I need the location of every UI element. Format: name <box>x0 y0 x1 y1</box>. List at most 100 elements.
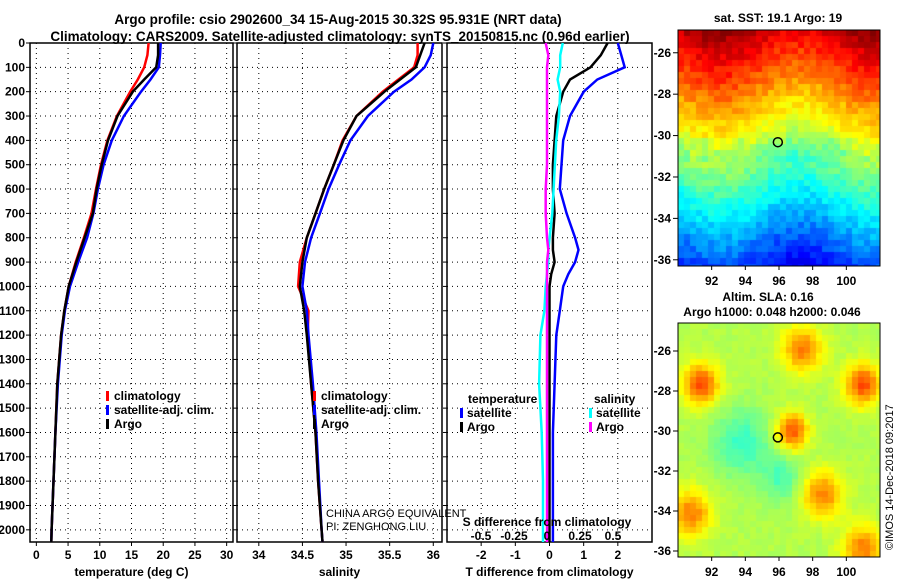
map-y-tick-label: -34 <box>654 211 672 225</box>
argo-location-marker <box>772 136 784 148</box>
x-tick-label: 35.5 <box>378 548 402 562</box>
series-line-temperature-argo <box>548 42 609 542</box>
y-tick-label: 1900 <box>0 498 25 512</box>
y-tick-label: 1200 <box>0 328 25 342</box>
map-y-tick-label: -26 <box>654 46 672 60</box>
y-tick-label: 1400 <box>0 377 25 391</box>
legend-swatch <box>460 408 463 418</box>
series-line-satellite-adj-clim- <box>301 42 435 543</box>
s-tick-label: 0 <box>544 529 551 543</box>
legend-swatch <box>106 405 109 415</box>
map-x-tick-label: 100 <box>836 565 856 579</box>
y-tick-label: 900 <box>5 255 25 269</box>
series-line-argo <box>298 42 426 543</box>
x-tick-label: 2 <box>614 548 621 562</box>
map2-subtitle: Argo h1000: 0.048 h2000: 0.046 <box>683 305 861 319</box>
argo-location-marker <box>772 432 784 443</box>
y-tick-label: 300 <box>5 109 25 123</box>
legend-swatch <box>106 419 109 429</box>
map-x-tick-label: 92 <box>705 274 719 288</box>
x-tick-label: -1 <box>510 548 521 562</box>
y-tick-label: 1300 <box>0 352 25 366</box>
map-x-tick-label: 98 <box>806 565 820 579</box>
map-frame <box>677 29 881 267</box>
series-line-salinity-satellite <box>537 42 565 542</box>
map-y-tick-label: -30 <box>654 424 672 438</box>
map2-title: Altim. SLA: 0.16 <box>722 290 814 304</box>
map-x-tick-label: 92 <box>705 565 719 579</box>
legend-label: Argo <box>596 420 624 434</box>
map-y-tick-label: -36 <box>654 544 672 558</box>
map-y-tick-label: -30 <box>654 129 672 143</box>
watermark-line-1: CHINA ARGO EQUIVALENT <box>326 508 467 520</box>
s-tick-label: -0.25 <box>500 529 528 543</box>
y-tick-label: 2000 <box>0 523 25 537</box>
map-y-tick-label: -26 <box>654 344 672 358</box>
x-tick-label: 15 <box>125 548 139 562</box>
map-x-tick-label: 96 <box>772 274 786 288</box>
map-x-tick-label: 100 <box>836 274 856 288</box>
x-tick-label: 25 <box>188 548 202 562</box>
map-x-tick-label: 94 <box>739 565 753 579</box>
y-tick-label: 800 <box>5 231 25 245</box>
legend-swatch <box>313 391 316 401</box>
y-tick-label: 1100 <box>0 304 25 318</box>
x-tick-label: -2 <box>476 548 487 562</box>
sla-map <box>678 323 880 557</box>
x-tick-label: 0 <box>546 548 553 562</box>
y-tick-label: 1500 <box>0 401 25 415</box>
legend-swatch <box>313 405 316 415</box>
series-line-climatology <box>50 42 150 543</box>
x-tick-label: 10 <box>93 548 107 562</box>
map-y-tick-label: -34 <box>654 504 672 518</box>
map-x-tick-label: 98 <box>806 274 820 288</box>
legend-heading: salinity <box>594 392 636 406</box>
map1-title: sat. SST: 19.1 Argo: 19 <box>714 11 843 25</box>
y-tick-label: 500 <box>5 158 25 172</box>
s-tick-label: -0.5 <box>471 529 492 543</box>
x-tick-label: 35 <box>339 548 353 562</box>
x-tick-label: 1 <box>580 548 587 562</box>
x-tick-label: 0 <box>33 548 40 562</box>
legend-swatch <box>589 422 592 432</box>
y-tick-label: 400 <box>5 133 25 147</box>
series-line-salinity-argo <box>544 42 550 542</box>
series-line-climatology <box>296 43 419 543</box>
y-tick-label: 100 <box>5 60 25 74</box>
panel-frame <box>29 42 234 543</box>
title-line-1: Argo profile: csio 2902600_34 15-Aug-201… <box>114 12 561 27</box>
legend-label: Argo <box>321 417 349 431</box>
legend-label: satellite <box>467 406 512 420</box>
y-tick-label: 1700 <box>0 450 25 464</box>
s-axis-label: S difference from climatology <box>463 515 632 529</box>
x-tick-label: 34 <box>252 548 266 562</box>
legend-heading: temperature <box>468 392 538 406</box>
y-tick-label: 700 <box>5 206 25 220</box>
x-axis-label: temperature (deg C) <box>74 565 188 579</box>
panel-frame <box>236 42 443 543</box>
s-tick-label: 0.5 <box>605 529 622 543</box>
x-axis-label: T difference from climatology <box>465 565 633 579</box>
map-x-tick-label: 96 <box>772 565 786 579</box>
x-tick-label: 5 <box>65 548 72 562</box>
y-tick-label: 1000 <box>0 279 25 293</box>
x-tick-label: 34.5 <box>291 548 315 562</box>
map-y-tick-label: -28 <box>654 87 672 101</box>
legend-label: satellite-adj. clim. <box>114 403 214 417</box>
credit-text: ©IMOS 14-Dec-2018 09:2017 <box>884 404 896 550</box>
x-tick-label: 36 <box>427 548 441 562</box>
y-tick-label: 0 <box>18 36 25 50</box>
legend-swatch <box>106 391 109 401</box>
x-axis-label: salinity <box>319 565 361 579</box>
series-line-temperature-satellite <box>551 42 627 542</box>
legend-label: Argo <box>114 417 142 431</box>
s-tick-label: 0.25 <box>568 529 592 543</box>
legend-label: Argo <box>467 420 495 434</box>
legend-swatch <box>313 419 316 429</box>
sst-map <box>678 30 880 266</box>
legend-label: climatology <box>114 389 181 403</box>
legend-swatch <box>589 408 592 418</box>
x-tick-label: 30 <box>220 548 234 562</box>
